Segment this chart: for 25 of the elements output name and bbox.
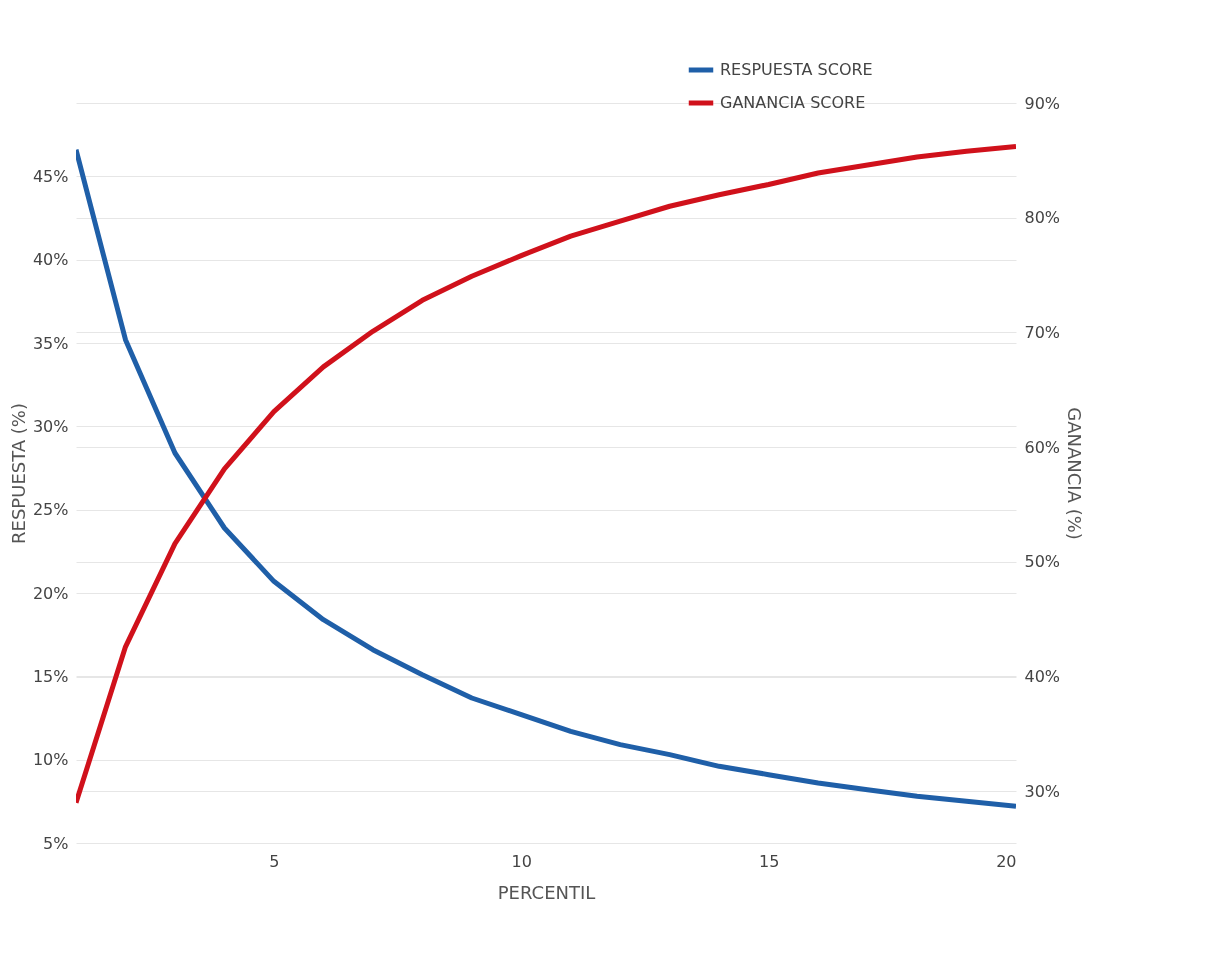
x-tick-label: 5 xyxy=(269,851,280,871)
y2-tick-label: 60% xyxy=(1024,437,1061,457)
y-tick-label: 25% xyxy=(32,500,69,520)
x-tick-label: 15 xyxy=(758,851,780,871)
x-axis-title: PERCENTIL xyxy=(497,881,596,903)
y2-tick-label: 70% xyxy=(1024,322,1061,342)
y2-tick-label: 90% xyxy=(1024,93,1061,113)
y-tick-label: 45% xyxy=(32,166,69,186)
y2-tick-label: 30% xyxy=(1024,781,1061,801)
legend-label: RESPUESTA SCORE xyxy=(720,60,873,79)
y-tick-label: 5% xyxy=(43,833,69,853)
x-tick-label: 10 xyxy=(511,851,532,871)
y-tick-label: 10% xyxy=(32,750,69,770)
y2-tick-label: 50% xyxy=(1024,552,1061,572)
y2-axis-title: GANANCIA (%) xyxy=(1064,407,1086,540)
y-tick-label: 35% xyxy=(32,333,69,353)
y-axis-title: RESPUESTA (%) xyxy=(7,403,29,544)
y2-tick-label: 80% xyxy=(1024,208,1061,228)
y-tick-label: 40% xyxy=(32,250,69,270)
y-tick-label: 15% xyxy=(32,666,69,686)
x-tick-label: 20 xyxy=(996,851,1017,871)
legend-label: GANANCIA SCORE xyxy=(720,93,866,112)
y-tick-label: 30% xyxy=(32,416,69,436)
y-tick-label: 20% xyxy=(32,583,69,603)
y2-tick-label: 40% xyxy=(1024,667,1061,687)
